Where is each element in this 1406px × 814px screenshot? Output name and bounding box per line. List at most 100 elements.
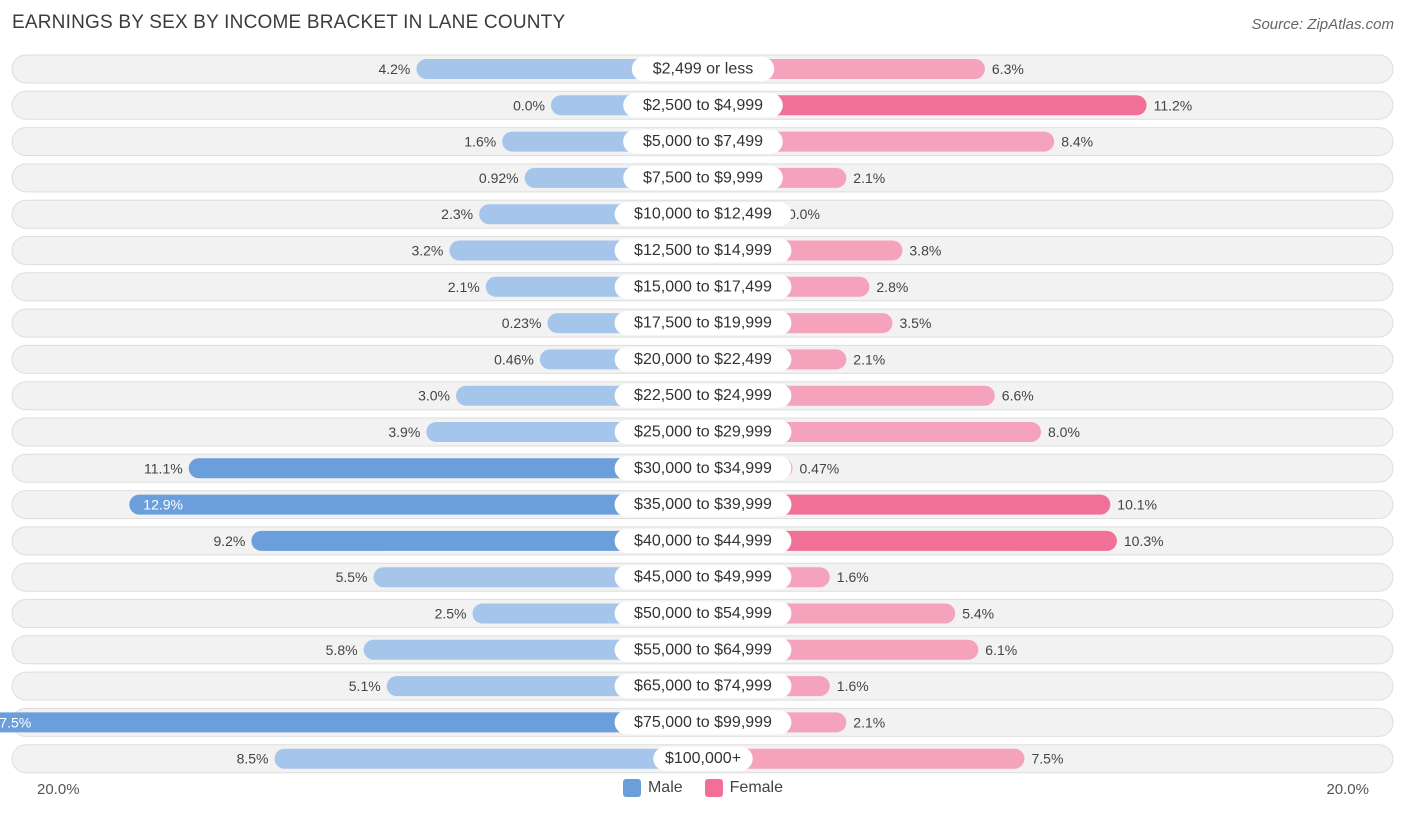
- category-label: $7,500 to $9,999: [643, 169, 763, 186]
- category-label: $30,000 to $34,999: [634, 460, 772, 477]
- male-value-label: 2.3%: [441, 206, 473, 222]
- female-value-label: 2.1%: [853, 170, 885, 186]
- male-value-label: 12.9%: [143, 497, 183, 513]
- male-bar: [416, 59, 703, 79]
- category-label: $22,500 to $24,999: [634, 387, 772, 404]
- category-label-background: [614, 238, 792, 263]
- male-value-label: 17.5%: [0, 714, 31, 730]
- male-value-label: 11.1%: [144, 460, 183, 476]
- male-bar: [129, 494, 704, 515]
- male-value-label: 9.2%: [213, 533, 245, 549]
- category-label-background: [623, 93, 783, 118]
- male-bar: [274, 748, 703, 769]
- category-label: $5,000 to $7,499: [643, 133, 763, 150]
- legend-label-female: Female: [729, 779, 784, 796]
- female-value-label: 3.5%: [900, 315, 932, 331]
- female-value-label: 1.6%: [837, 678, 869, 694]
- legend-swatch-male: [622, 779, 641, 797]
- chart-plot: 4.2% 6.3% $2,499 or less 0.0% 11.2% $2,500 to…: [0, 54, 1394, 774]
- male-value-label: 0.23%: [502, 315, 542, 331]
- female-value-label: 2.1%: [853, 351, 885, 367]
- female-value-label: 3.8%: [909, 243, 941, 259]
- female-value-label: 10.3%: [1124, 533, 1164, 549]
- category-label-background: [631, 57, 775, 81]
- female-bar: [703, 59, 985, 79]
- category-label-background: [614, 383, 792, 408]
- female-value-label: 2.8%: [876, 279, 908, 295]
- category-label: $2,499 or less: [653, 61, 754, 78]
- female-value-label: 1.6%: [837, 569, 869, 585]
- category-label: $75,000 to $99,999: [634, 714, 772, 731]
- female-bar: [703, 95, 1147, 116]
- category-label: $25,000 to $29,999: [634, 424, 772, 441]
- female-value-label: 6.6%: [1002, 388, 1034, 404]
- category-label-background: [614, 492, 792, 517]
- category-label-background: [614, 710, 792, 735]
- category-label-background: [614, 528, 792, 553]
- female-value-label: 8.0%: [1048, 424, 1080, 440]
- female-value-label: 6.1%: [985, 642, 1017, 658]
- category-label-background: [614, 456, 792, 481]
- category-label-background: [614, 674, 792, 699]
- legend: Male Female: [0, 779, 1406, 797]
- source-label: Source: ZipAtlas.com: [1251, 16, 1394, 33]
- legend-item-female[interactable]: Female: [704, 779, 784, 797]
- category-label-background: [614, 311, 792, 336]
- female-value-label: 0.0%: [788, 206, 820, 222]
- male-value-label: 8.5%: [237, 751, 269, 767]
- female-value-label: 0.47%: [800, 460, 840, 476]
- male-bar: [188, 458, 703, 479]
- category-label: $40,000 to $44,999: [634, 532, 772, 549]
- category-label: $100,000+: [665, 750, 741, 767]
- category-label: $15,000 to $17,499: [634, 278, 772, 295]
- female-value-label: 10.1%: [1117, 497, 1157, 513]
- male-value-label: 5.1%: [349, 678, 381, 694]
- male-value-label: 2.5%: [435, 606, 467, 622]
- male-value-label: 3.2%: [411, 243, 443, 259]
- category-label: $45,000 to $49,999: [634, 569, 772, 586]
- axis-min-label: 20.0%: [37, 781, 80, 798]
- female-value-label: 5.4%: [962, 606, 994, 622]
- male-value-label: 1.6%: [464, 134, 496, 150]
- female-bar: [703, 131, 1055, 152]
- female-value-label: 6.3%: [992, 61, 1024, 77]
- male-value-label: 0.46%: [494, 351, 534, 367]
- female-value-label: 7.5%: [1032, 751, 1064, 767]
- male-value-label: 5.8%: [326, 642, 358, 658]
- male-value-label: 2.1%: [448, 279, 480, 295]
- category-label-background: [614, 202, 792, 227]
- male-value-label: 0.92%: [479, 170, 519, 186]
- legend-label-male: Male: [647, 779, 683, 796]
- category-label-background: [614, 420, 792, 444]
- category-label: $2,500 to $4,999: [643, 97, 763, 114]
- legend-item-male[interactable]: Male: [622, 779, 683, 797]
- male-bar: [251, 530, 703, 551]
- category-label-background: [623, 129, 783, 154]
- male-value-label: 5.5%: [336, 569, 368, 585]
- category-label: $10,000 to $12,499: [634, 206, 772, 223]
- category-label: $12,500 to $14,999: [634, 242, 772, 259]
- category-label: $17,500 to $19,999: [634, 315, 772, 332]
- female-bar: [703, 494, 1111, 515]
- category-label-background: [623, 165, 783, 190]
- category-label: $35,000 to $39,999: [634, 496, 772, 513]
- category-label: $55,000 to $64,999: [634, 641, 772, 658]
- category-label-background: [653, 746, 753, 771]
- category-label-background: [614, 565, 792, 590]
- category-label-background: [614, 637, 792, 662]
- axis-max-label: 20.0%: [1326, 781, 1369, 798]
- female-value-label: 11.2%: [1154, 97, 1193, 113]
- chart-title: EARNINGS BY SEX BY INCOME BRACKET IN LAN…: [12, 12, 566, 33]
- male-value-label: 4.2%: [378, 61, 410, 77]
- female-value-label: 2.1%: [853, 714, 885, 730]
- legend-swatch-female: [704, 779, 723, 797]
- male-value-label: 3.9%: [388, 424, 420, 440]
- category-label: $65,000 to $74,999: [634, 678, 772, 695]
- category-label: $50,000 to $54,999: [634, 605, 772, 622]
- female-bar: [703, 530, 1117, 551]
- category-label-background: [614, 601, 792, 626]
- male-value-label: 3.0%: [418, 388, 450, 404]
- category-label: $20,000 to $22,499: [634, 351, 772, 368]
- female-bar: [703, 748, 1025, 769]
- category-label-background: [614, 347, 792, 372]
